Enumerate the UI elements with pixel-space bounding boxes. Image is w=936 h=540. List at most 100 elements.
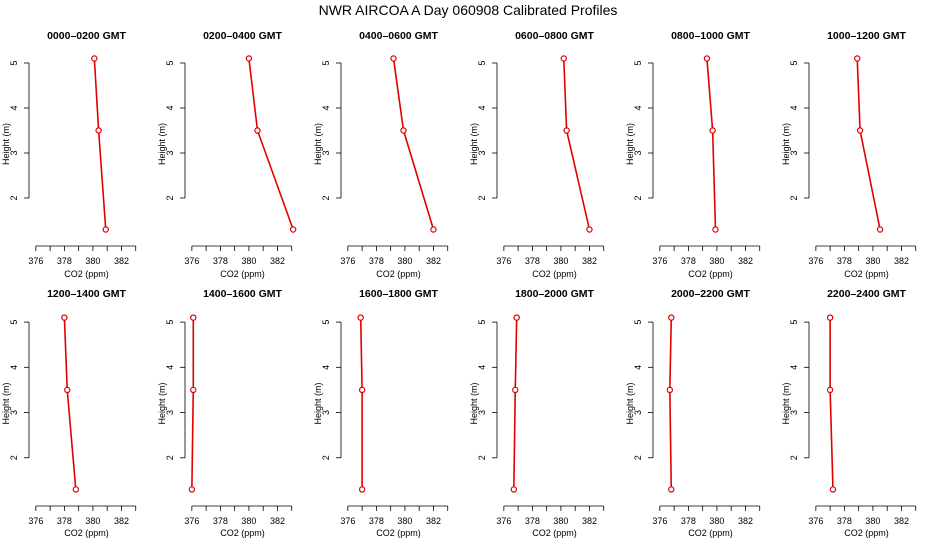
y-tick-label: 5 [789, 60, 799, 65]
y-tick-label: 4 [321, 105, 331, 110]
y-axis-label: Height (m) [469, 382, 479, 424]
data-point [513, 314, 520, 321]
x-axis-label: CO2 (ppm) [64, 528, 109, 538]
y-axis-label: Height (m) [781, 382, 791, 424]
y-tick-label: 3 [321, 150, 331, 155]
x-tick-label: 376 [340, 516, 355, 526]
y-tick-label: 2 [321, 195, 331, 200]
data-point [854, 55, 861, 62]
y-tick-label: 4 [789, 105, 799, 110]
x-tick-label: 382 [426, 256, 441, 266]
x-tick-label: 378 [525, 256, 540, 266]
x-tick-label: 376 [652, 516, 667, 526]
panel-title: 1200–1400 GMT [47, 288, 126, 300]
data-point [666, 386, 674, 394]
y-tick-label: 2 [477, 455, 487, 460]
data-point [61, 314, 68, 321]
data-point [357, 314, 364, 321]
panel-title: 2200–2400 GMT [827, 288, 906, 300]
x-tick-label: 376 [28, 256, 43, 266]
x-tick-label: 376 [184, 516, 199, 526]
data-point [188, 486, 196, 493]
y-tick-label: 5 [321, 60, 331, 65]
y-tick-label: 5 [9, 60, 19, 65]
profile-line [359, 317, 363, 490]
x-tick-label: 378 [213, 516, 228, 526]
x-tick-label: 376 [652, 256, 667, 266]
y-tick-label: 4 [477, 105, 487, 110]
y-tick-label: 2 [633, 455, 643, 460]
profile-line [856, 58, 881, 230]
x-axis-label: CO2 (ppm) [376, 528, 421, 538]
x-tick-label: 382 [270, 516, 285, 526]
y-axis-label: Height (m) [157, 123, 167, 165]
y-axis-label: Height (m) [313, 382, 323, 424]
data-point [876, 226, 884, 233]
y-tick-label: 3 [789, 410, 799, 415]
y-tick-label: 5 [165, 320, 175, 325]
x-tick-label: 380 [241, 516, 256, 526]
y-tick-label: 5 [165, 60, 175, 65]
y-axis-label: Height (m) [469, 123, 479, 165]
x-tick-label: 378 [57, 516, 72, 526]
data-point [289, 226, 297, 233]
x-tick-label: 378 [837, 516, 852, 526]
y-tick-label: 4 [633, 105, 643, 110]
data-point [358, 486, 366, 493]
y-tick-label: 3 [477, 150, 487, 155]
y-axis-label: Height (m) [781, 123, 791, 165]
data-point [190, 314, 197, 321]
y-axis-label: Height (m) [1, 382, 11, 424]
panel-title: 0200–0400 GMT [203, 30, 282, 42]
x-tick-label: 380 [241, 256, 256, 266]
y-tick-label: 5 [477, 60, 487, 65]
y-tick-label: 2 [789, 195, 799, 200]
y-tick-label: 5 [633, 60, 643, 65]
y-tick-label: 4 [9, 365, 19, 370]
x-axis-label: CO2 (ppm) [844, 269, 889, 279]
y-tick-label: 4 [9, 105, 19, 110]
x-tick-label: 376 [28, 516, 43, 526]
panel-title: 2000–2200 GMT [671, 288, 750, 300]
data-point [668, 314, 675, 321]
data-point [668, 486, 675, 493]
x-tick-label: 380 [553, 516, 568, 526]
x-tick-label: 382 [114, 516, 129, 526]
y-tick-label: 3 [9, 410, 19, 415]
x-tick-label: 378 [369, 256, 384, 266]
data-point [95, 127, 102, 134]
page-title: NWR AIRCOA A Day 060908 Calibrated Profi… [318, 2, 618, 18]
data-point [102, 226, 109, 233]
y-axis-label: Height (m) [625, 123, 635, 165]
x-axis-label: CO2 (ppm) [220, 528, 265, 538]
x-tick-label: 378 [681, 516, 696, 526]
profile-line [248, 58, 294, 230]
profile-line [191, 317, 195, 490]
y-tick-label: 4 [321, 365, 331, 370]
x-tick-label: 380 [709, 516, 724, 526]
profile-line [562, 58, 591, 230]
x-tick-label: 376 [184, 256, 199, 266]
panel-title: 1400–1600 GMT [203, 288, 282, 300]
x-tick-label: 382 [582, 516, 597, 526]
data-point [245, 55, 253, 62]
data-point [703, 55, 711, 62]
panel-title: 0800–1000 GMT [671, 30, 750, 42]
x-tick-label: 382 [738, 256, 753, 266]
y-tick-label: 2 [321, 455, 331, 460]
x-tick-label: 380 [397, 516, 412, 526]
y-axis-label: Height (m) [625, 382, 635, 424]
x-axis-label: CO2 (ppm) [532, 528, 577, 538]
y-tick-label: 3 [633, 410, 643, 415]
x-tick-label: 378 [369, 516, 384, 526]
x-axis-label: CO2 (ppm) [844, 528, 889, 538]
data-point [709, 127, 716, 134]
profile-line [669, 317, 673, 490]
y-tick-label: 3 [165, 150, 175, 155]
x-axis-label: CO2 (ppm) [220, 269, 265, 279]
x-tick-label: 382 [894, 516, 909, 526]
panel-title: 1600–1800 GMT [359, 288, 438, 300]
panel-title: 0600–0800 GMT [515, 30, 594, 42]
x-tick-label: 382 [114, 256, 129, 266]
x-tick-label: 378 [837, 256, 852, 266]
